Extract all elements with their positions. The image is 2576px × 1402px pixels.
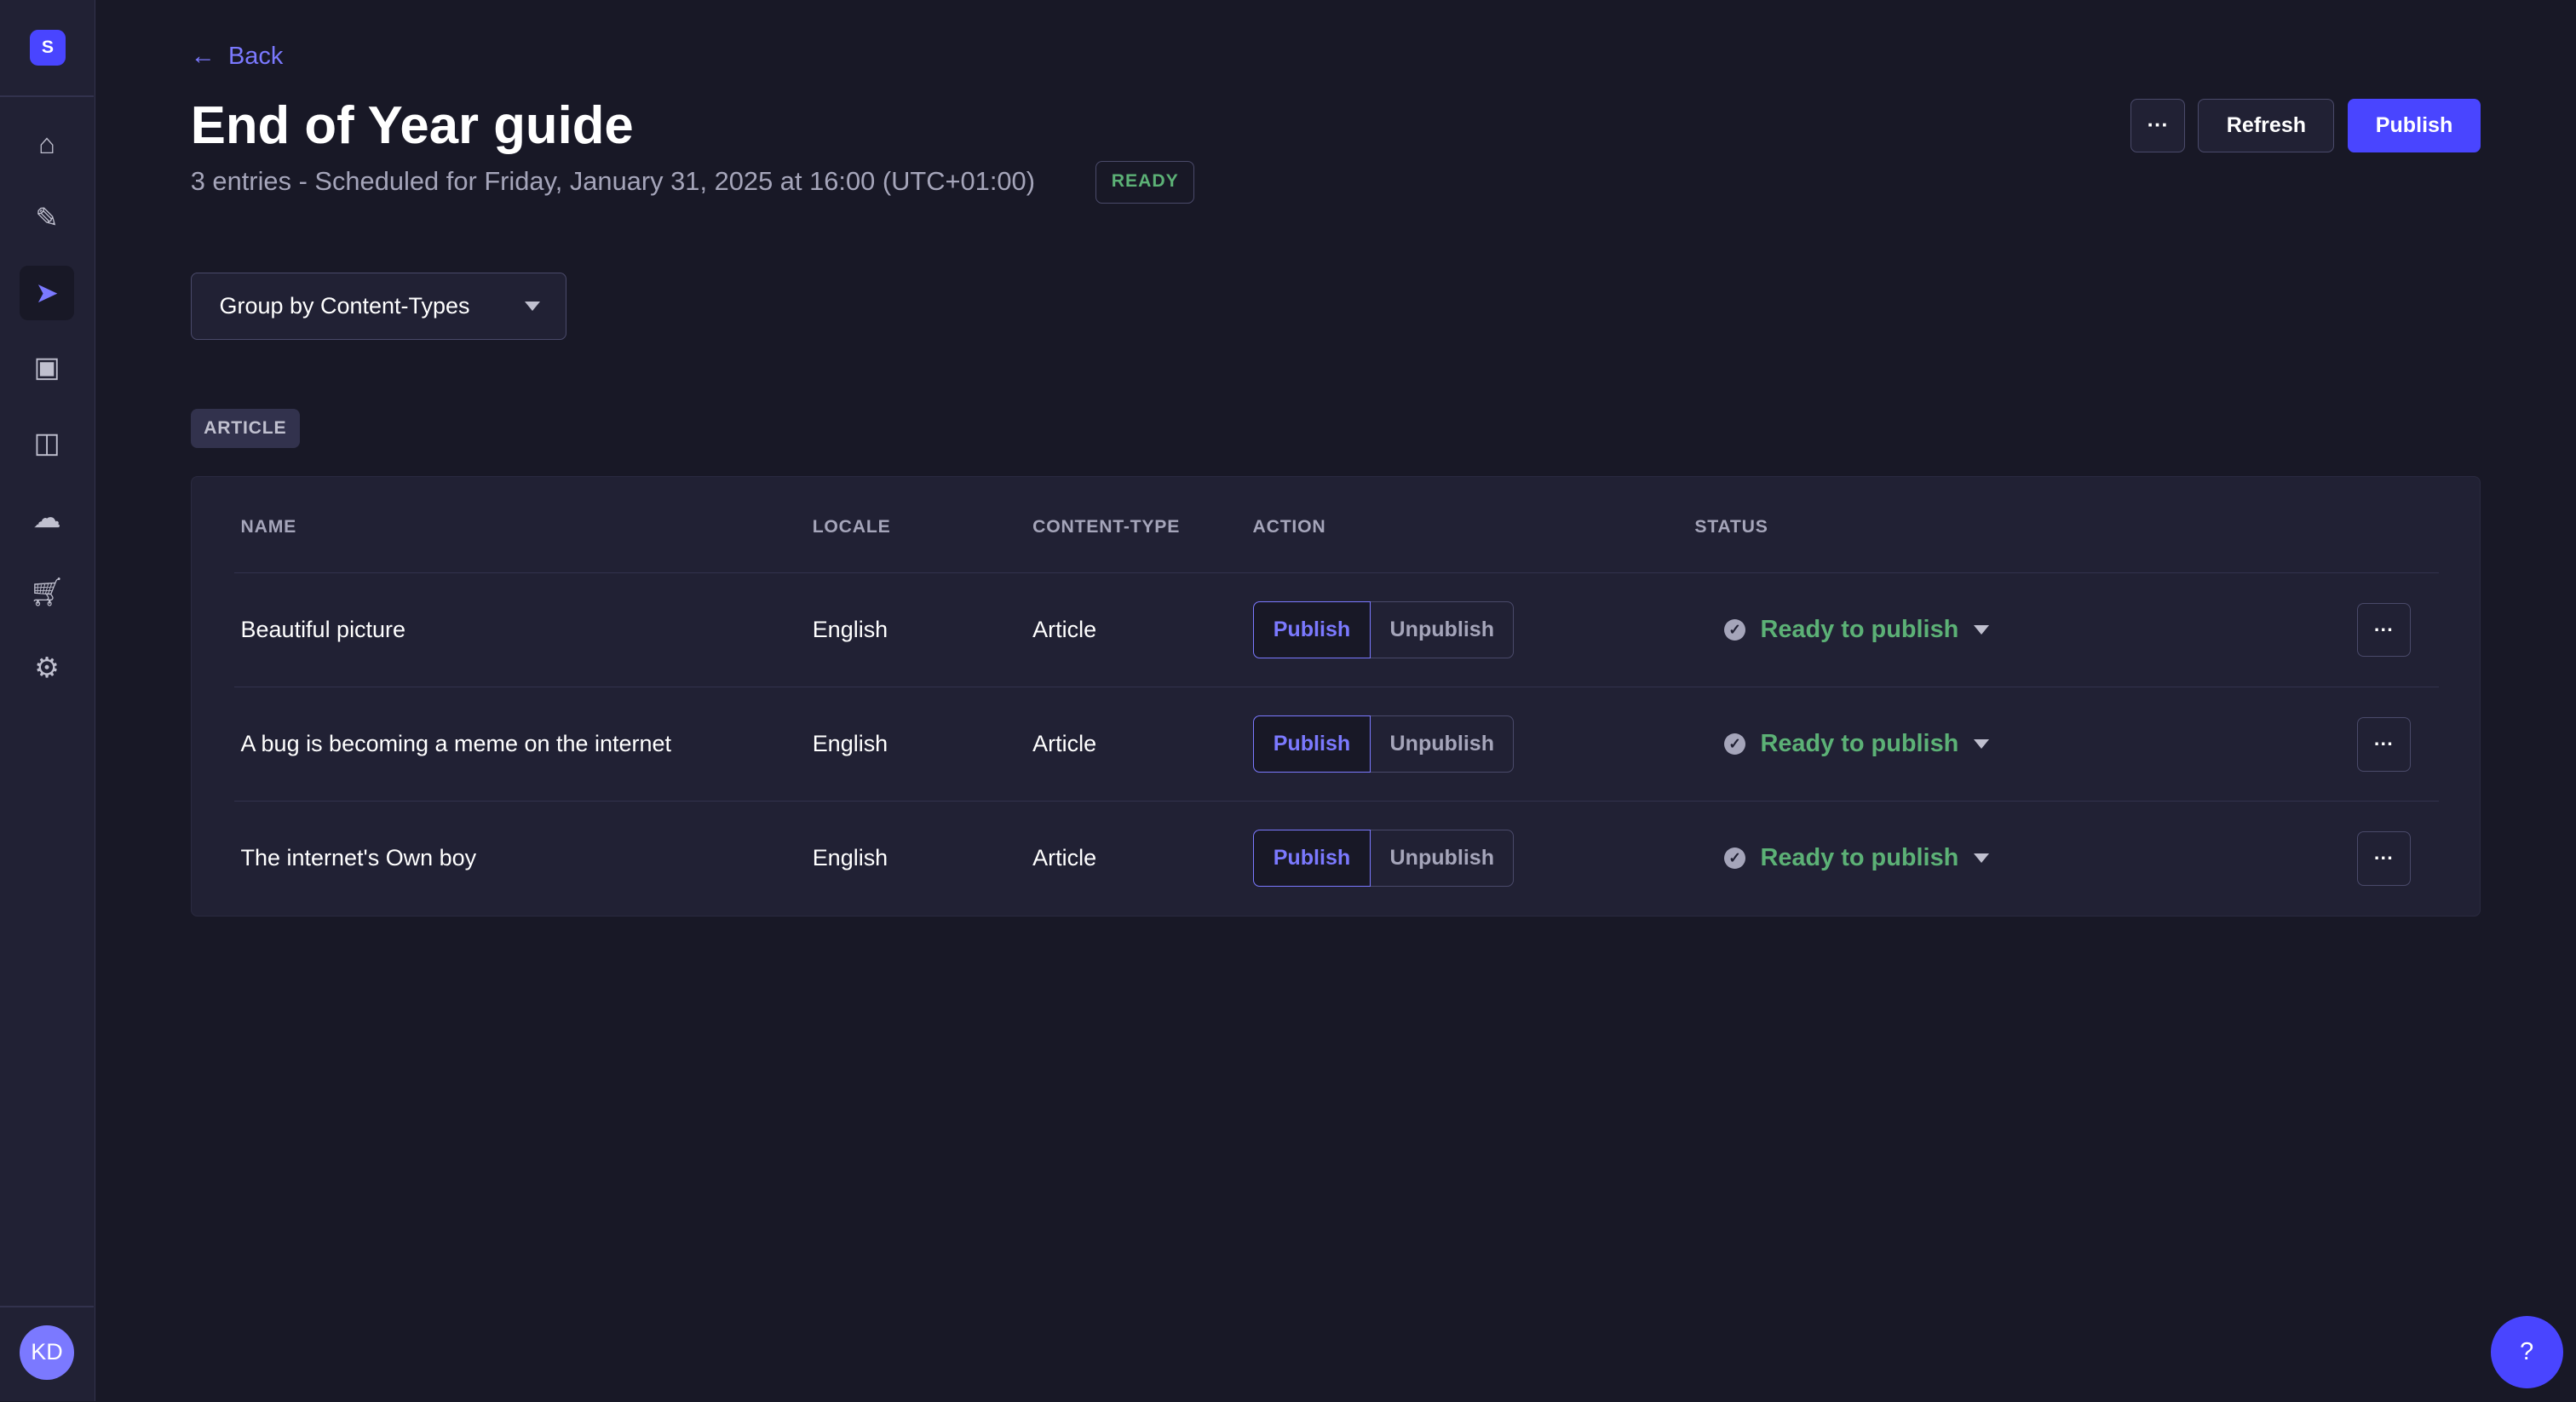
logo[interactable]: S xyxy=(29,29,66,66)
publish-toggle[interactable]: Publish xyxy=(1252,600,1371,659)
release-subtitle: 3 entries - Scheduled for Friday, Januar… xyxy=(190,165,1035,196)
entry-locale: English xyxy=(812,731,888,757)
header-status: STATUS xyxy=(1694,516,1768,537)
status-label: Ready to publish xyxy=(1760,844,1959,872)
entry-locale: English xyxy=(812,617,888,643)
status-dropdown[interactable]: ✓ Ready to publish xyxy=(1724,802,1989,915)
feather-icon[interactable]: ✎ xyxy=(35,201,59,233)
table-row: A bug is becoming a meme on the internet… xyxy=(233,687,2439,802)
check-circle-icon: ✓ xyxy=(1724,619,1746,641)
table-row: Beautiful picture English Article Publis… xyxy=(233,572,2439,687)
group-by-select[interactable]: Group by Content-Types xyxy=(190,273,567,341)
table-row: The internet's Own boy English Article P… xyxy=(233,801,2439,916)
entry-name: A bug is becoming a meme on the internet xyxy=(240,731,672,757)
entry-content-type: Article xyxy=(1032,617,1097,643)
entry-content-type: Article xyxy=(1032,731,1097,757)
unpublish-toggle[interactable]: Unpublish xyxy=(1371,715,1515,773)
arrow-left-icon: ← xyxy=(190,43,216,71)
header-name: NAME xyxy=(240,516,297,537)
chevron-down-icon xyxy=(524,302,540,311)
avatar[interactable]: KD xyxy=(20,1325,74,1380)
publish-toggle[interactable]: Publish xyxy=(1252,715,1371,773)
status-dropdown[interactable]: ✓ Ready to publish xyxy=(1724,687,1989,801)
row-more-button[interactable]: ··· xyxy=(2356,830,2412,886)
chevron-down-icon xyxy=(1973,625,1989,635)
status-dropdown[interactable]: ✓ Ready to publish xyxy=(1724,573,1989,687)
images-icon[interactable]: ▣ xyxy=(33,351,60,383)
publish-toggle[interactable]: Publish xyxy=(1252,829,1371,888)
group-by-value: Group by Content-Types xyxy=(219,293,470,319)
chevron-down-icon xyxy=(1973,853,1989,863)
sidebar: S ⌂ ✎ ➤ ▣ ◫ ☁ 🛒︎ ⚙ KD xyxy=(0,0,95,1402)
page-title: End of Year guide xyxy=(190,95,634,155)
action-toggle: Publish Unpublish xyxy=(1252,829,1515,888)
paper-plane-icon[interactable]: ➤ xyxy=(20,266,74,321)
status-label: Ready to publish xyxy=(1760,730,1959,758)
header-content-type: CONTENT-TYPE xyxy=(1032,516,1181,537)
header-locale: LOCALE xyxy=(812,516,891,537)
layout-icon[interactable]: ◫ xyxy=(33,426,60,458)
check-circle-icon: ✓ xyxy=(1724,733,1746,756)
status-label: Ready to publish xyxy=(1760,616,1959,644)
divider xyxy=(0,1306,94,1308)
more-button[interactable]: ··· xyxy=(2130,98,2185,153)
chevron-down-icon xyxy=(1973,739,1989,749)
refresh-button[interactable]: Refresh xyxy=(2198,98,2335,153)
row-more-button[interactable]: ··· xyxy=(2356,716,2412,772)
group-tag: ARTICLE xyxy=(190,409,300,449)
back-link[interactable]: ← Back xyxy=(191,43,284,71)
question-icon: ? xyxy=(2520,1337,2534,1365)
cart-icon[interactable]: 🛒︎ xyxy=(29,575,65,607)
entry-content-type: Article xyxy=(1032,845,1097,871)
gear-icon[interactable]: ⚙ xyxy=(34,651,60,683)
entry-locale: English xyxy=(812,845,888,871)
row-more-button[interactable]: ··· xyxy=(2356,602,2412,658)
help-button[interactable]: ? xyxy=(2490,1315,2563,1388)
entries-table: NAME LOCALE CONTENT-TYPE ACTION STATUS B… xyxy=(190,476,2481,917)
back-label: Back xyxy=(228,43,284,71)
unpublish-toggle[interactable]: Unpublish xyxy=(1371,829,1515,888)
check-circle-icon: ✓ xyxy=(1724,848,1746,870)
unpublish-toggle[interactable]: Unpublish xyxy=(1371,600,1515,659)
publish-button[interactable]: Publish xyxy=(2347,98,2481,153)
status-badge: READY xyxy=(1095,160,1195,204)
home-icon[interactable]: ⌂ xyxy=(38,127,55,159)
entry-name: Beautiful picture xyxy=(240,617,406,643)
entry-name: The internet's Own boy xyxy=(240,845,477,871)
action-toggle: Publish Unpublish xyxy=(1252,600,1515,659)
action-toggle: Publish Unpublish xyxy=(1252,715,1515,773)
header-action: ACTION xyxy=(1252,516,1326,537)
divider xyxy=(0,95,94,97)
cloud-icon[interactable]: ☁ xyxy=(32,502,61,534)
